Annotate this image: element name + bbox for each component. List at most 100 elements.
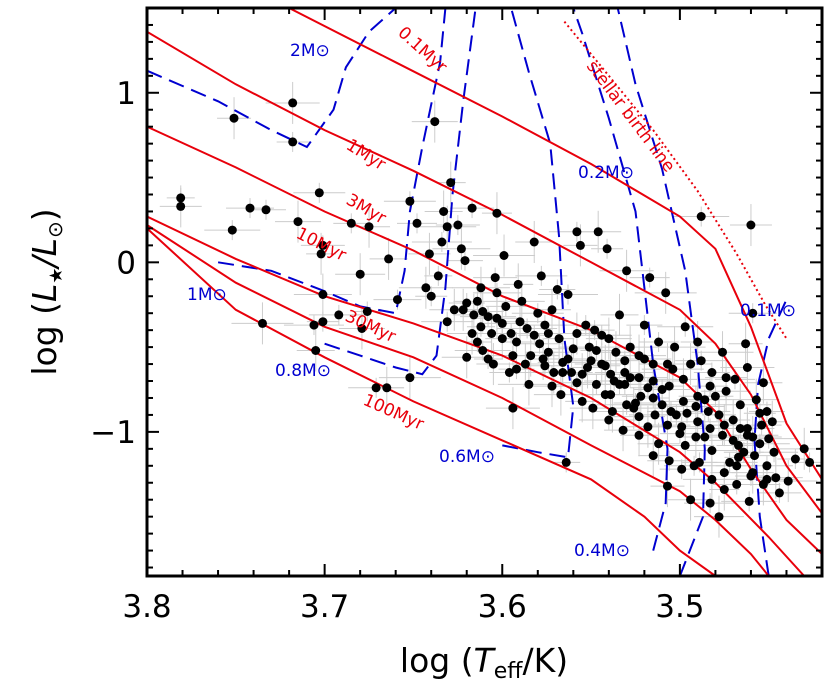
star-point xyxy=(597,330,607,340)
star-point xyxy=(670,342,680,352)
star-point xyxy=(600,361,610,371)
star-point xyxy=(536,271,546,281)
star-point xyxy=(577,369,587,379)
star-point xyxy=(691,401,701,411)
star-point xyxy=(620,368,630,377)
star-point xyxy=(393,295,402,305)
track-label-2msun: 2M⊙ xyxy=(290,41,330,61)
star-point xyxy=(382,383,392,393)
star-point xyxy=(728,435,738,445)
star-point xyxy=(719,420,729,430)
star-point xyxy=(588,403,598,413)
star-point xyxy=(318,240,328,250)
star-point xyxy=(549,368,559,377)
star-point xyxy=(561,457,571,467)
track-0.8Msun xyxy=(324,8,477,376)
star-point xyxy=(583,363,592,372)
star-point xyxy=(721,386,731,396)
y-tick-label: −1 xyxy=(90,415,136,451)
track-0.4Msun xyxy=(572,8,669,551)
star-point xyxy=(758,378,768,388)
star-point xyxy=(741,339,751,349)
star-point xyxy=(227,225,237,235)
star-point xyxy=(362,307,372,316)
star-point xyxy=(663,359,672,369)
star-point xyxy=(682,408,692,418)
star-point xyxy=(643,422,653,432)
star-point xyxy=(693,337,703,347)
x-tick-label: 3.5 xyxy=(655,589,704,625)
star-point xyxy=(719,468,729,478)
star-point xyxy=(705,381,715,391)
star-point xyxy=(790,454,800,464)
star-point xyxy=(604,415,614,425)
star-point xyxy=(661,288,671,298)
star-point xyxy=(577,396,587,406)
star-point xyxy=(437,237,447,247)
star-point xyxy=(421,283,431,293)
star-point xyxy=(625,342,635,352)
star-point xyxy=(622,400,632,410)
track-0.2Msun xyxy=(616,8,706,576)
isochrone-10Myr xyxy=(147,215,805,576)
star-point xyxy=(309,320,319,330)
star-point xyxy=(686,495,696,505)
star-point xyxy=(584,342,594,352)
track-label-0.1msun: 0.1M⊙ xyxy=(740,301,796,321)
star-point xyxy=(725,457,735,467)
star-point xyxy=(318,317,328,327)
star-point xyxy=(318,290,328,299)
birthline-label: stellar birth line xyxy=(582,57,679,176)
star-point xyxy=(357,324,367,333)
star-point xyxy=(334,310,344,320)
star-point xyxy=(504,368,514,377)
star-point xyxy=(615,379,624,389)
star-point xyxy=(771,473,781,483)
star-point xyxy=(691,432,701,442)
star-point xyxy=(258,318,267,328)
y-tick-label: 1 xyxy=(116,76,136,112)
star-point xyxy=(714,410,724,420)
star-point xyxy=(586,356,596,366)
star-point xyxy=(693,417,703,427)
star-point xyxy=(449,305,459,315)
star-point xyxy=(439,207,449,216)
star-point xyxy=(517,296,527,306)
star-point xyxy=(757,420,767,430)
star-point xyxy=(288,98,298,108)
star-point xyxy=(762,461,772,471)
star-point xyxy=(501,301,511,311)
track-0.1Msun xyxy=(753,299,788,576)
star-point xyxy=(675,429,685,439)
star-point xyxy=(442,222,452,232)
star-point xyxy=(696,356,706,366)
star-point xyxy=(497,334,507,344)
star-point xyxy=(405,373,415,383)
star-point xyxy=(774,488,784,498)
track-label-0.8msun: 0.8M⊙ xyxy=(275,361,331,381)
star-point xyxy=(714,512,724,522)
star-point xyxy=(718,430,727,440)
birthline xyxy=(563,20,788,340)
star-point xyxy=(657,400,667,410)
tick-labels: 3.8 3.7 3.6 3.5 1 0 −1 xyxy=(90,76,704,625)
star-point xyxy=(767,417,777,427)
error-bars xyxy=(159,81,822,538)
star-point xyxy=(522,324,532,333)
star-point xyxy=(611,347,621,357)
star-point xyxy=(563,290,573,299)
star-point xyxy=(472,296,482,306)
star-point xyxy=(478,346,488,355)
star-point xyxy=(355,269,365,279)
star-point xyxy=(696,212,706,221)
star-point xyxy=(703,407,713,416)
star-point xyxy=(288,137,298,147)
star-point xyxy=(648,359,658,369)
star-point xyxy=(462,352,472,362)
star-point xyxy=(506,329,516,338)
star-point xyxy=(604,334,614,344)
star-point xyxy=(593,227,603,237)
star-point xyxy=(650,410,660,420)
star-point xyxy=(515,317,525,327)
star-point xyxy=(572,227,582,237)
